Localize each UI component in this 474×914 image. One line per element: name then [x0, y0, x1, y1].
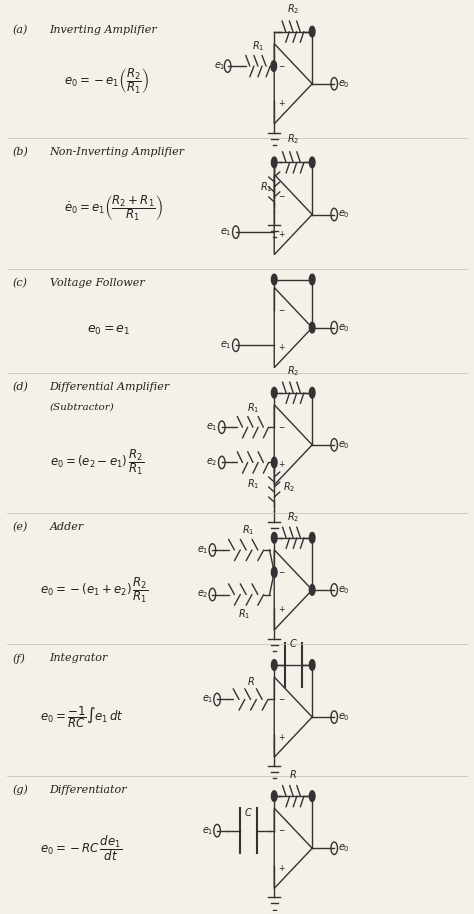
Circle shape [310, 323, 315, 333]
Text: $R_1$: $R_1$ [237, 607, 250, 621]
Text: $-$: $-$ [278, 191, 286, 199]
Text: $e_0$: $e_0$ [338, 711, 350, 723]
Text: $e_1$: $e_1$ [197, 544, 209, 556]
Text: $R$: $R$ [289, 768, 297, 781]
Text: $+$: $+$ [278, 342, 285, 352]
Text: Differentiator: Differentiator [50, 784, 127, 794]
Text: $R_1$: $R_1$ [260, 180, 272, 194]
Circle shape [310, 157, 315, 168]
Text: $e_0$: $e_0$ [338, 584, 350, 596]
Text: $e_1$: $e_1$ [202, 694, 213, 706]
Text: $R_1$: $R_1$ [247, 401, 259, 415]
Text: (e): (e) [12, 522, 27, 533]
Circle shape [310, 791, 315, 802]
Text: $\dot{e}_0 = e_1\left(\dfrac{R_2 + R_1}{R_1}\right)$: $\dot{e}_0 = e_1\left(\dfrac{R_2 + R_1}{… [64, 193, 163, 223]
Text: $e_1$: $e_1$ [202, 824, 213, 836]
Text: Adder: Adder [50, 522, 84, 532]
Text: $e_0 = \dfrac{-1}{RC}\int e_1\,dt$: $e_0 = \dfrac{-1}{RC}\int e_1\,dt$ [40, 705, 124, 730]
Circle shape [272, 274, 277, 285]
Text: $e_0$: $e_0$ [338, 322, 350, 334]
Text: $e_0$: $e_0$ [338, 208, 350, 220]
Text: (d): (d) [12, 382, 28, 392]
Text: $-$: $-$ [278, 59, 286, 69]
Circle shape [272, 388, 277, 399]
Text: Non-Inverting Amplifier: Non-Inverting Amplifier [50, 147, 185, 157]
Circle shape [272, 457, 277, 468]
Text: $+$: $+$ [278, 863, 285, 873]
Text: $R_1$: $R_1$ [247, 477, 259, 491]
Text: Voltage Follower: Voltage Follower [50, 278, 145, 288]
Text: $e_0 = -e_1\left(\dfrac{R_2}{R_1}\right)$: $e_0 = -e_1\left(\dfrac{R_2}{R_1}\right)… [64, 67, 149, 96]
Circle shape [310, 388, 315, 399]
Text: $R_2$: $R_2$ [287, 133, 300, 146]
Text: $e_0$: $e_0$ [338, 843, 350, 855]
Circle shape [271, 60, 277, 71]
Text: (Subtractor): (Subtractor) [50, 402, 114, 411]
Text: $-$: $-$ [278, 566, 286, 575]
Circle shape [310, 585, 315, 595]
Text: $e_0 = e_1$: $e_0 = e_1$ [87, 324, 130, 337]
Text: (f): (f) [12, 654, 25, 664]
Circle shape [310, 533, 315, 543]
Text: $+$: $+$ [278, 98, 285, 108]
Text: $R_2$: $R_2$ [283, 480, 295, 494]
Circle shape [310, 660, 315, 670]
Circle shape [272, 660, 277, 670]
Text: $R_2$: $R_2$ [287, 365, 300, 378]
Text: (b): (b) [12, 147, 28, 157]
Text: $e_0 = -RC\,\dfrac{de_1}{dt}$: $e_0 = -RC\,\dfrac{de_1}{dt}$ [40, 834, 122, 863]
Circle shape [272, 791, 277, 802]
Text: $R_2$: $R_2$ [287, 2, 299, 16]
Text: Differential Amplifier: Differential Amplifier [50, 382, 170, 392]
Text: (g): (g) [12, 784, 28, 795]
Text: $e_0 = (e_2 - e_1)\,\dfrac{R_2}{R_1}$: $e_0 = (e_2 - e_1)\,\dfrac{R_2}{R_1}$ [50, 447, 144, 476]
Text: $+$: $+$ [278, 459, 285, 469]
Text: $R_2$: $R_2$ [287, 510, 300, 524]
Text: $C$: $C$ [244, 806, 253, 818]
Circle shape [272, 533, 277, 543]
Text: $R_1$: $R_1$ [242, 524, 255, 537]
Text: $e_1$: $e_1$ [214, 60, 225, 72]
Text: $C$: $C$ [289, 637, 298, 649]
Text: (a): (a) [12, 25, 27, 35]
Text: $e_2$: $e_2$ [197, 589, 209, 600]
Text: $+$: $+$ [278, 604, 285, 614]
Text: (c): (c) [12, 278, 27, 288]
Text: $e_1$: $e_1$ [220, 339, 232, 351]
Text: Integrator: Integrator [50, 654, 108, 664]
Text: $e_1$: $e_1$ [220, 227, 232, 238]
Text: $-$: $-$ [278, 303, 286, 313]
Text: $R_1$: $R_1$ [252, 39, 264, 53]
Text: $-$: $-$ [278, 421, 286, 430]
Text: $+$: $+$ [278, 731, 285, 741]
Text: $e_2$: $e_2$ [207, 457, 218, 468]
Circle shape [310, 274, 315, 285]
Text: Inverting Amplifier: Inverting Amplifier [50, 25, 157, 35]
Text: $e_0$: $e_0$ [338, 439, 350, 451]
Circle shape [272, 567, 277, 578]
Text: $e_0 = -(e_1 + e_2)\,\dfrac{R_2}{R_1}$: $e_0 = -(e_1 + e_2)\,\dfrac{R_2}{R_1}$ [40, 575, 149, 605]
Text: $e_0$: $e_0$ [338, 78, 350, 90]
Text: $-$: $-$ [278, 693, 286, 702]
Text: $R$: $R$ [247, 675, 255, 687]
Circle shape [272, 157, 277, 168]
Text: $+$: $+$ [278, 228, 285, 239]
Circle shape [310, 27, 315, 37]
Text: $-$: $-$ [278, 824, 286, 834]
Text: $e_1$: $e_1$ [206, 421, 218, 433]
